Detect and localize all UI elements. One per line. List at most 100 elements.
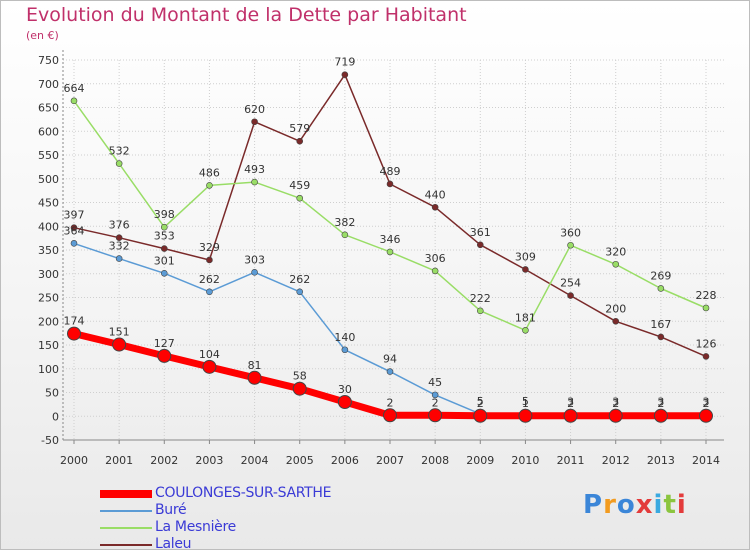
data-point-laleu <box>296 137 304 145</box>
data-label-coulonges: 2 <box>567 397 574 410</box>
y-tick-label: 250 <box>38 292 59 305</box>
x-tick-label: 2014 <box>692 454 720 467</box>
data-label-coulonges: 81 <box>248 359 262 372</box>
x-tick-label: 2007 <box>376 454 404 467</box>
y-tick-label: 100 <box>38 363 59 376</box>
grid-lines <box>63 59 724 441</box>
data-label-la-mesniere: 493 <box>244 163 265 176</box>
data-point-coulonges <box>157 348 172 363</box>
x-tick-label: 2006 <box>331 454 359 467</box>
y-tick-label: 350 <box>38 244 59 257</box>
data-point-coulonges <box>67 326 81 341</box>
data-point-laleu <box>702 353 710 360</box>
data-point-la-mesniere <box>702 304 710 312</box>
x-tick-label: 2010 <box>511 454 539 467</box>
data-label-bure: 5 <box>522 395 529 408</box>
data-point-laleu <box>115 234 123 241</box>
data-label-coulonges: 151 <box>109 326 130 339</box>
legend-label: La Mesnière <box>155 519 236 535</box>
legend-swatch-bure <box>100 510 152 512</box>
data-point-laleu <box>657 333 665 341</box>
data-point-coulonges <box>608 408 623 423</box>
data-label-laleu: 376 <box>109 219 130 232</box>
data-point-coulonges <box>112 337 127 352</box>
y-tick-label: 600 <box>38 125 59 138</box>
data-label-bure: 3 <box>612 395 619 408</box>
data-point-la-mesniere <box>386 248 394 256</box>
data-point-laleu <box>431 203 439 211</box>
data-point-coulonges <box>202 359 217 374</box>
data-point-coulonges <box>563 408 578 423</box>
data-label-la-mesniere: 222 <box>470 292 491 305</box>
data-label-la-mesniere: 382 <box>334 216 355 229</box>
data-label-laleu: 397 <box>64 209 85 222</box>
proxiti-logo: Proxiti <box>583 490 687 520</box>
series-line-bure <box>73 242 707 416</box>
data-point-laleu <box>341 71 349 79</box>
x-tick-label: 2001 <box>105 454 133 467</box>
data-labels: 3973763533296205797194894403613092542001… <box>64 56 717 410</box>
data-label-la-mesniere: 486 <box>199 166 220 179</box>
y-tick-label: 50 <box>45 387 59 400</box>
data-point-bure <box>160 269 168 277</box>
data-point-bure <box>386 368 394 375</box>
data-label-coulonges: 127 <box>154 337 175 350</box>
data-label-la-mesniere: 398 <box>154 208 175 221</box>
logo-letter: P <box>583 490 604 520</box>
logo-letter: r <box>603 490 617 520</box>
legend-item-la-mesniere[interactable]: La Mesnière <box>100 519 420 537</box>
data-point-la-mesniere <box>70 97 78 105</box>
y-tick-label: 0 <box>52 410 59 423</box>
data-label-coulonges: 2 <box>703 397 710 410</box>
logo-letter: i <box>676 490 687 520</box>
data-label-la-mesniere: 306 <box>425 252 446 265</box>
data-label-la-mesniere: 664 <box>64 82 85 95</box>
data-label-coulonges: 2 <box>477 397 484 410</box>
y-tick-label: 300 <box>38 268 59 281</box>
data-label-coulonges: 1 <box>522 397 529 410</box>
legend-item-bure[interactable]: Buré <box>100 502 420 520</box>
data-point-la-mesniere <box>476 307 484 315</box>
legend-item-coulonges[interactable]: COULONGES-SUR-SARTHE <box>100 485 420 503</box>
x-tick-label: 2012 <box>602 454 630 467</box>
data-point-laleu <box>386 180 394 188</box>
data-point-bure <box>431 391 439 399</box>
data-point-laleu <box>567 292 574 299</box>
data-label-la-mesniere: 346 <box>380 233 401 246</box>
data-label-la-mesniere: 320 <box>605 245 626 258</box>
data-point-bure <box>341 346 349 354</box>
data-label-bure: 303 <box>244 253 265 266</box>
y-tick-label: 400 <box>38 220 59 233</box>
data-label-laleu: 361 <box>470 226 491 239</box>
x-tick-label: 2005 <box>286 454 314 467</box>
legend-label: COULONGES-SUR-SARTHE <box>155 485 332 501</box>
x-tick-label: 2011 <box>557 454 585 467</box>
y-tick-label: 700 <box>38 78 59 91</box>
data-point-laleu <box>476 241 484 249</box>
data-point-la-mesniere <box>567 241 574 249</box>
data-label-la-mesniere: 360 <box>560 226 581 239</box>
data-point-la-mesniere <box>296 194 304 202</box>
data-label-coulonges: 30 <box>338 383 352 396</box>
data-label-bure: 332 <box>109 240 130 253</box>
data-label-laleu: 440 <box>425 188 446 201</box>
data-label-laleu: 126 <box>696 337 717 350</box>
data-label-laleu: 489 <box>380 165 401 178</box>
data-label-bure: 3 <box>567 395 574 408</box>
data-label-coulonges: 2 <box>612 397 619 410</box>
data-point-la-mesniere <box>657 285 665 292</box>
data-point-bure <box>115 255 123 262</box>
data-point-coulonges <box>518 408 533 423</box>
legend-swatch-la-mesniere <box>100 527 152 529</box>
data-label-coulonges: 2 <box>432 396 439 409</box>
data-point-laleu <box>160 245 168 252</box>
data-label-coulonges: 104 <box>199 348 220 361</box>
data-point-la-mesniere <box>431 267 439 275</box>
y-tick-label: 150 <box>38 339 59 352</box>
data-label-coulonges: 2 <box>387 396 394 409</box>
data-label-bure: 94 <box>383 353 397 366</box>
legend-item-laleu[interactable]: Laleu <box>100 536 420 554</box>
legend-swatch-coulonges <box>100 490 152 498</box>
